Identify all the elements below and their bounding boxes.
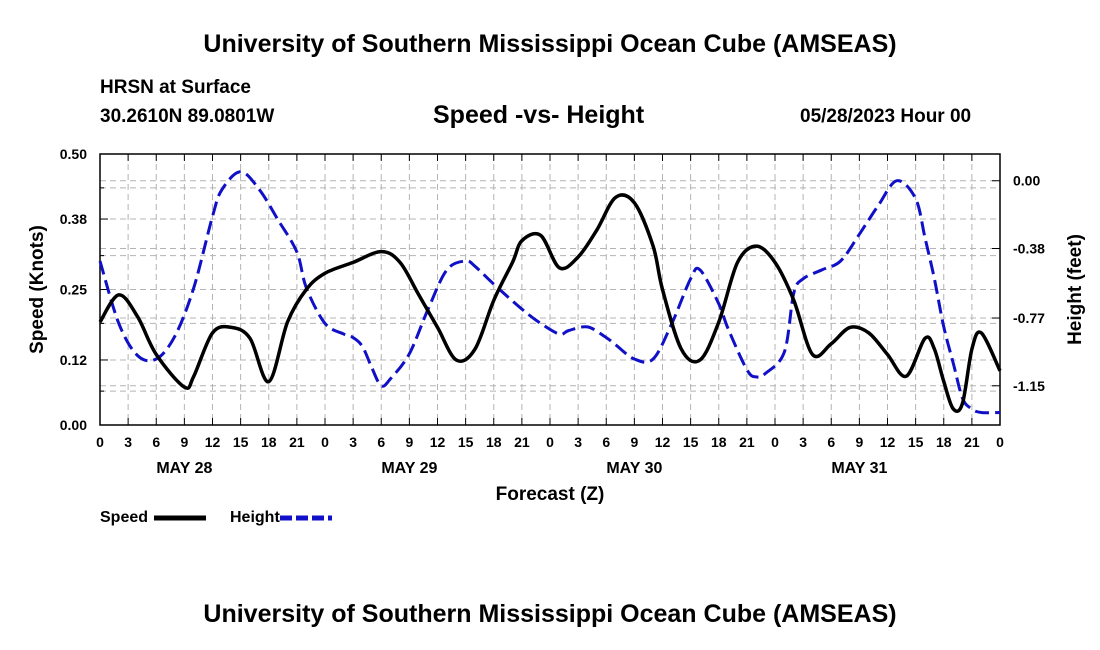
x-tick-label: 0 [546, 434, 554, 450]
legend-speed-label: Speed [100, 509, 149, 526]
grid-lines [100, 154, 1000, 425]
x-tick-label: 9 [405, 434, 413, 450]
y-tick-label: 0.00 [60, 417, 87, 433]
y2-tick-label: -0.77 [1013, 310, 1045, 326]
y2-tick-label: -1.15 [1013, 378, 1045, 394]
x-tick-label: 0 [996, 434, 1004, 450]
legend-speed: Speed [100, 509, 214, 527]
x-tick-label: 15 [908, 434, 924, 450]
x-tick-label: 3 [574, 434, 582, 450]
series-layer [98, 170, 1002, 415]
x-tick-label: 18 [936, 434, 952, 450]
page-title: University of Southern Mississippi Ocean… [203, 30, 897, 58]
x-tick-label: 18 [486, 434, 502, 450]
date-label: MAY 28 [156, 460, 212, 477]
x-tick-label: 3 [349, 434, 357, 450]
station-coordinates: 30.2610N 89.0801W [100, 106, 275, 127]
x-tick-label: 9 [630, 434, 638, 450]
x-tick-label: 12 [205, 434, 221, 450]
x-tick-label: 12 [430, 434, 446, 450]
x-tick-label: 6 [602, 434, 610, 450]
x-tick-label: 9 [855, 434, 863, 450]
station-label: HRSN at Surface [100, 77, 251, 98]
x-axis-title: Forecast (Z) [496, 484, 605, 505]
x-tick-label: 0 [96, 434, 104, 450]
legend-height-label: Height [230, 509, 280, 526]
x-tick-label: 0 [321, 434, 329, 450]
x-tick-label: 21 [964, 434, 980, 450]
x-tick-label: 3 [124, 434, 132, 450]
x-tick-label: 12 [880, 434, 896, 450]
x-tick-label: 21 [289, 434, 305, 450]
y-tick-label: 0.12 [60, 352, 87, 368]
x-tick-label: 0 [771, 434, 779, 450]
height-series-line [98, 170, 1001, 415]
x-tick-label: 15 [683, 434, 699, 450]
y2-axis-title: Height (feet) [1065, 234, 1086, 345]
x-tick-label: 9 [180, 434, 188, 450]
date-label: MAY 29 [381, 460, 437, 477]
date-label: MAY 30 [606, 460, 662, 477]
x-tick-label: 6 [377, 434, 385, 450]
x-tick-label: 3 [799, 434, 807, 450]
legend-height: Height [230, 509, 340, 527]
y-tick-label: 0.50 [60, 146, 87, 162]
x-tick-label: 18 [261, 434, 277, 450]
legend-speed-swatch [154, 515, 207, 521]
x-tick-label: 6 [827, 434, 835, 450]
x-tick-label: 21 [514, 434, 530, 450]
x-tick-label: 18 [711, 434, 727, 450]
speed-series-line [98, 193, 1002, 413]
y2-tick-label: 0.00 [1013, 173, 1040, 189]
speed-height-chart: 0 3 6 9 12 15 18 21 0 3 6 9 12 15 18 21 0 3 6 9 12 15 18 21 0 3 6 9… [27, 146, 1086, 505]
x-tick-label: 6 [152, 434, 160, 450]
chart-title: Speed -vs- Height [433, 101, 645, 129]
axis-labels: 0 3 6 9 12 15 18 21 0 3 6 9 12 15 18 21 0 3 6 9 12 15 18 21 0 3 6 9… [27, 146, 1086, 505]
date-label: MAY 31 [831, 460, 887, 477]
y-tick-label: 0.38 [60, 211, 87, 227]
y-tick-label: 0.25 [60, 282, 87, 298]
legend-height-swatch [279, 515, 332, 521]
y-axis-title: Speed (Knots) [27, 225, 48, 354]
x-tick-label: 12 [655, 434, 671, 450]
x-tick-label: 15 [233, 434, 249, 450]
x-tick-label: 21 [739, 434, 755, 450]
forecast-datetime: 05/28/2023 Hour 00 [800, 106, 972, 127]
x-tick-label: 15 [458, 434, 474, 450]
y2-tick-label: -0.38 [1013, 240, 1045, 256]
footer-title: University of Southern Mississippi Ocean… [203, 600, 897, 628]
